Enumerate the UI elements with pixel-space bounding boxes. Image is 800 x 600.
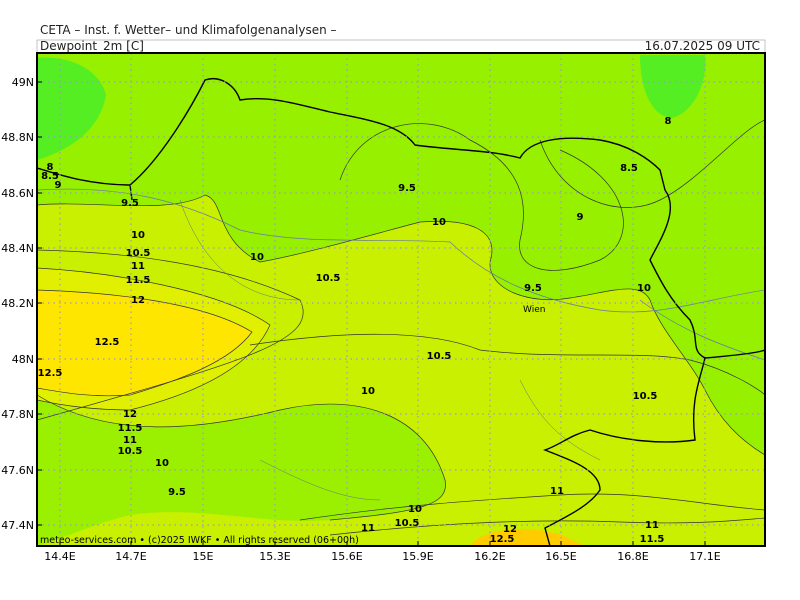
contour-label: 12.5 <box>38 368 63 379</box>
contour-line <box>37 289 253 397</box>
contour-label: 11.5 <box>640 534 665 545</box>
fill-layer <box>37 53 765 546</box>
contour-label: 8 <box>47 162 54 173</box>
contour-line <box>539 119 765 208</box>
longitude-label: 15E <box>193 550 214 563</box>
contour-label: 10 <box>131 230 145 241</box>
contour-label: 10.5 <box>633 391 658 402</box>
map-frame <box>36 52 766 547</box>
contour-label: 11 <box>645 520 659 531</box>
map-field: 88.599.51010.51111.51212.512.51211.51110… <box>36 52 766 547</box>
longitude-label: 17.1E <box>689 550 720 563</box>
latitude-label: 48.2N <box>1 297 34 310</box>
variable-label: Dewpoint_2m [C] <box>40 39 144 53</box>
city-label: Wien <box>523 305 545 315</box>
latitude-label: 47.4N <box>1 519 34 532</box>
latitude-label: 48.4N <box>1 242 34 255</box>
region-boundary <box>179 199 601 501</box>
contour-line <box>37 267 271 411</box>
latitude-label: 49N <box>12 76 34 89</box>
contour-label: 11.5 <box>126 275 151 286</box>
contour-label: 9.5 <box>121 198 139 209</box>
fill-darkgreen-east <box>640 55 706 118</box>
longitude-label: 16.8E <box>617 550 648 563</box>
contour-label: 10 <box>637 283 651 294</box>
contour-label: 8 <box>665 116 672 127</box>
axis-labels: 49N 48.8N 48.6N 48.4N 48.2N 48N 47.8N 47.6N 47.4… <box>1 76 721 563</box>
grid <box>37 53 765 546</box>
contour-line <box>299 493 765 521</box>
longitude-label: 15.6E <box>331 550 362 563</box>
contour-label: 11.5 <box>118 423 143 434</box>
latitude-label: 47.6N <box>1 464 34 477</box>
credit: meteo-services.com • (c)2025 IWKF • All … <box>40 535 359 546</box>
longitude-label: 14.4E <box>44 550 75 563</box>
latitude-label: 47.8N <box>1 408 34 421</box>
fill-orange <box>470 529 585 546</box>
river <box>639 299 765 361</box>
contour-label: 12.5 <box>95 337 120 348</box>
latitude-label: 48.8N <box>1 131 34 144</box>
contour-label: 10.5 <box>316 273 341 284</box>
river <box>37 188 765 313</box>
contour-label: 10.5 <box>395 518 420 529</box>
contour-label: 9.5 <box>524 283 542 294</box>
contour-label: 10 <box>250 252 264 263</box>
contour-labels: 88.599.51010.51111.51212.512.51211.51110… <box>38 116 672 545</box>
fill-yellow <box>37 290 252 396</box>
contour-label: 8.5 <box>41 171 59 182</box>
contour-label: 12.5 <box>490 534 515 545</box>
country-border <box>542 357 706 546</box>
longitude-label: 16.5E <box>545 550 576 563</box>
contour-label: 10 <box>408 504 422 515</box>
latitude-label: 48.6N <box>1 187 34 200</box>
contour-label: 11 <box>361 523 375 534</box>
contour-label: 12 <box>503 524 517 535</box>
contour-label: 11 <box>123 435 137 446</box>
contour-label: 9 <box>577 212 584 223</box>
contour-label: 10.5 <box>118 446 143 457</box>
contour-label: 10 <box>432 217 446 228</box>
longitude-label: 16.2E <box>474 550 505 563</box>
contour-label: 11 <box>131 261 145 272</box>
contour-label: 11 <box>550 486 564 497</box>
contour-line <box>249 333 765 396</box>
contour-label: 9 <box>55 180 62 191</box>
longitude-label: 15.3E <box>259 550 290 563</box>
country-border <box>37 78 765 359</box>
contour-label: 12 <box>123 409 137 420</box>
contour-line <box>37 249 304 421</box>
contour-label: 8.5 <box>620 163 638 174</box>
contour-line <box>37 194 765 456</box>
contour-label: 10.5 <box>126 248 151 259</box>
header-title: CETA – Inst. f. Wetter– und Klimafolgena… <box>40 23 337 37</box>
fill-green <box>37 53 765 455</box>
contour-label: 9.5 <box>168 487 186 498</box>
contour-label: 12 <box>131 295 145 306</box>
contour-label: 9.5 <box>398 183 416 194</box>
fill-darkgreen-west <box>37 57 106 160</box>
longitude-label: 15.9E <box>402 550 433 563</box>
contour-line <box>37 394 446 521</box>
latitude-label: 48N <box>12 353 34 366</box>
valid-time: 16.07.2025 09 UTC <box>645 39 760 53</box>
contour-label: 10.5 <box>427 351 452 362</box>
contour-label: 10 <box>361 386 375 397</box>
contour-line <box>339 123 624 271</box>
contour-label: 10 <box>155 458 169 469</box>
longitude-label: 14.7E <box>115 550 146 563</box>
contour-line <box>329 517 765 536</box>
